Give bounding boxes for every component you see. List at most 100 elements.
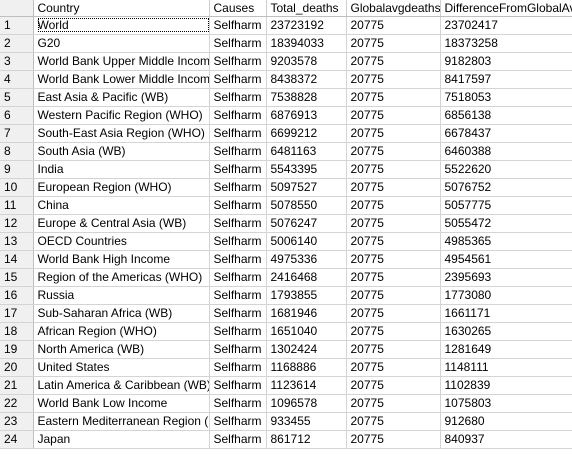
globalavgdeaths-cell[interactable]: 20775 xyxy=(346,142,441,161)
causes-cell[interactable]: Selfharm xyxy=(209,286,267,305)
causes-cell[interactable]: Selfharm xyxy=(209,394,267,413)
country-cell[interactable]: South-East Asia Region (WHO) xyxy=(33,124,210,143)
globalavgdeaths-cell[interactable]: 20775 xyxy=(346,286,441,305)
row-number-cell[interactable]: 23 xyxy=(0,412,34,431)
globalavgdeaths-cell[interactable]: 20775 xyxy=(346,88,441,107)
country-cell[interactable]: G20 xyxy=(33,34,210,53)
total-deaths-cell[interactable]: 23723192 xyxy=(266,16,347,35)
row-number-cell[interactable]: 10 xyxy=(0,178,34,197)
row-number-cell[interactable]: 9 xyxy=(0,160,34,179)
country-cell[interactable]: Russia xyxy=(33,286,210,305)
row-number-cell[interactable]: 6 xyxy=(0,106,34,125)
country-cell[interactable]: World Bank Upper Middle Income xyxy=(33,52,210,71)
total-deaths-cell[interactable]: 6699212 xyxy=(266,124,347,143)
globalavgdeaths-cell[interactable]: 20775 xyxy=(346,106,441,125)
row-number-cell[interactable]: 24 xyxy=(0,430,34,449)
row-number-cell[interactable]: 18 xyxy=(0,322,34,341)
difference-cell[interactable]: 7518053 xyxy=(440,88,572,107)
row-number-cell[interactable]: 4 xyxy=(0,70,34,89)
table-row[interactable]: 23 Eastern Mediterranean Region (... Selfh… xyxy=(0,412,572,431)
table-row[interactable]: 6 Western Pacific Region (WHO) Selfharm 687… xyxy=(0,106,572,125)
table-row[interactable]: 14 World Bank High Income Selfharm 4975336 2… xyxy=(0,250,572,269)
row-number-cell[interactable]: 22 xyxy=(0,394,34,413)
row-number-header[interactable] xyxy=(0,0,34,17)
causes-cell[interactable]: Selfharm xyxy=(209,16,267,35)
causes-cell[interactable]: Selfharm xyxy=(209,340,267,359)
total-deaths-cell[interactable]: 1651040 xyxy=(266,322,347,341)
total-deaths-cell[interactable]: 7538828 xyxy=(266,88,347,107)
total-deaths-cell[interactable]: 1681946 xyxy=(266,304,347,323)
country-cell[interactable]: European Region (WHO) xyxy=(33,178,210,197)
table-row[interactable]: 16 Russia Selfharm 1793855 20775 1773080 xyxy=(0,286,572,305)
globalavgdeaths-cell[interactable]: 20775 xyxy=(346,322,441,341)
difference-cell[interactable]: 8417597 xyxy=(440,70,572,89)
table-row[interactable]: 3 World Bank Upper Middle Income Selfharm 9… xyxy=(0,52,572,71)
difference-cell[interactable]: 6678437 xyxy=(440,124,572,143)
row-number-cell[interactable]: 20 xyxy=(0,358,34,377)
difference-cell[interactable]: 840937 xyxy=(440,430,572,449)
causes-cell[interactable]: Selfharm xyxy=(209,376,267,395)
total-deaths-cell[interactable]: 5097527 xyxy=(266,178,347,197)
difference-cell[interactable]: 4954561 xyxy=(440,250,572,269)
table-row[interactable]: 22 World Bank Low Income Selfharm 1096578 20… xyxy=(0,394,572,413)
difference-cell[interactable]: 5055472 xyxy=(440,214,572,233)
total-deaths-cell[interactable]: 5543395 xyxy=(266,160,347,179)
globalavgdeaths-cell[interactable]: 20775 xyxy=(346,196,441,215)
difference-cell[interactable]: 23702417 xyxy=(440,16,572,35)
causes-cell[interactable]: Selfharm xyxy=(209,430,267,449)
total-deaths-cell[interactable]: 1793855 xyxy=(266,286,347,305)
causes-cell[interactable]: Selfharm xyxy=(209,232,267,251)
causes-cell[interactable]: Selfharm xyxy=(209,88,267,107)
row-number-cell[interactable]: 7 xyxy=(0,124,34,143)
difference-cell[interactable]: 912680 xyxy=(440,412,572,431)
globalavgdeaths-cell[interactable]: 20775 xyxy=(346,34,441,53)
total-deaths-cell[interactable]: 861712 xyxy=(266,430,347,449)
globalavgdeaths-cell[interactable]: 20775 xyxy=(346,394,441,413)
column-header-country[interactable]: Country xyxy=(33,0,210,17)
globalavgdeaths-cell[interactable]: 20775 xyxy=(346,124,441,143)
globalavgdeaths-cell[interactable]: 20775 xyxy=(346,304,441,323)
table-row[interactable]: 21 Latin America & Caribbean (WB) Selfharm… xyxy=(0,376,572,395)
causes-cell[interactable]: Selfharm xyxy=(209,178,267,197)
causes-cell[interactable]: Selfharm xyxy=(209,358,267,377)
globalavgdeaths-cell[interactable]: 20775 xyxy=(346,16,441,35)
difference-cell[interactable]: 9182803 xyxy=(440,52,572,71)
column-header-globalavgdeaths[interactable]: Globalavgdeaths xyxy=(346,0,441,17)
total-deaths-cell[interactable]: 5006140 xyxy=(266,232,347,251)
table-row[interactable]: 10 European Region (WHO) Selfharm 5097527 20… xyxy=(0,178,572,197)
row-number-cell[interactable]: 3 xyxy=(0,52,34,71)
total-deaths-cell[interactable]: 933455 xyxy=(266,412,347,431)
country-cell[interactable]: World Bank High Income xyxy=(33,250,210,269)
country-cell[interactable]: Europe & Central Asia (WB) xyxy=(33,214,210,233)
country-cell[interactable]: OECD Countries xyxy=(33,232,210,251)
table-row[interactable]: 1 World Selfharm 23723192 20775 23702417 xyxy=(0,16,572,35)
total-deaths-cell[interactable]: 8438372 xyxy=(266,70,347,89)
table-row[interactable]: 24 Japan Selfharm 861712 20775 840937 xyxy=(0,430,572,449)
globalavgdeaths-cell[interactable]: 20775 xyxy=(346,250,441,269)
row-number-cell[interactable]: 12 xyxy=(0,214,34,233)
causes-cell[interactable]: Selfharm xyxy=(209,322,267,341)
country-cell[interactable]: World xyxy=(33,16,210,35)
column-header-difference[interactable]: DifferenceFromGlobalAvg xyxy=(440,0,572,17)
difference-cell[interactable]: 2395693 xyxy=(440,268,572,287)
difference-cell[interactable]: 1630265 xyxy=(440,322,572,341)
total-deaths-cell[interactable]: 9203578 xyxy=(266,52,347,71)
globalavgdeaths-cell[interactable]: 20775 xyxy=(346,214,441,233)
total-deaths-cell[interactable]: 1123614 xyxy=(266,376,347,395)
causes-cell[interactable]: Selfharm xyxy=(209,142,267,161)
country-cell[interactable]: North America (WB) xyxy=(33,340,210,359)
causes-cell[interactable]: Selfharm xyxy=(209,214,267,233)
total-deaths-cell[interactable]: 1168886 xyxy=(266,358,347,377)
row-number-cell[interactable]: 5 xyxy=(0,88,34,107)
difference-cell[interactable]: 18373258 xyxy=(440,34,572,53)
country-cell[interactable]: Western Pacific Region (WHO) xyxy=(33,106,210,125)
globalavgdeaths-cell[interactable]: 20775 xyxy=(346,376,441,395)
difference-cell[interactable]: 1661171 xyxy=(440,304,572,323)
table-row[interactable]: 5 East Asia & Pacific (WB) Selfharm 7538828… xyxy=(0,88,572,107)
causes-cell[interactable]: Selfharm xyxy=(209,34,267,53)
total-deaths-cell[interactable]: 1302424 xyxy=(266,340,347,359)
causes-cell[interactable]: Selfharm xyxy=(209,106,267,125)
causes-cell[interactable]: Selfharm xyxy=(209,52,267,71)
country-cell[interactable]: World Bank Low Income xyxy=(33,394,210,413)
table-row[interactable]: 8 South Asia (WB) Selfharm 6481163 20775 6460… xyxy=(0,142,572,161)
